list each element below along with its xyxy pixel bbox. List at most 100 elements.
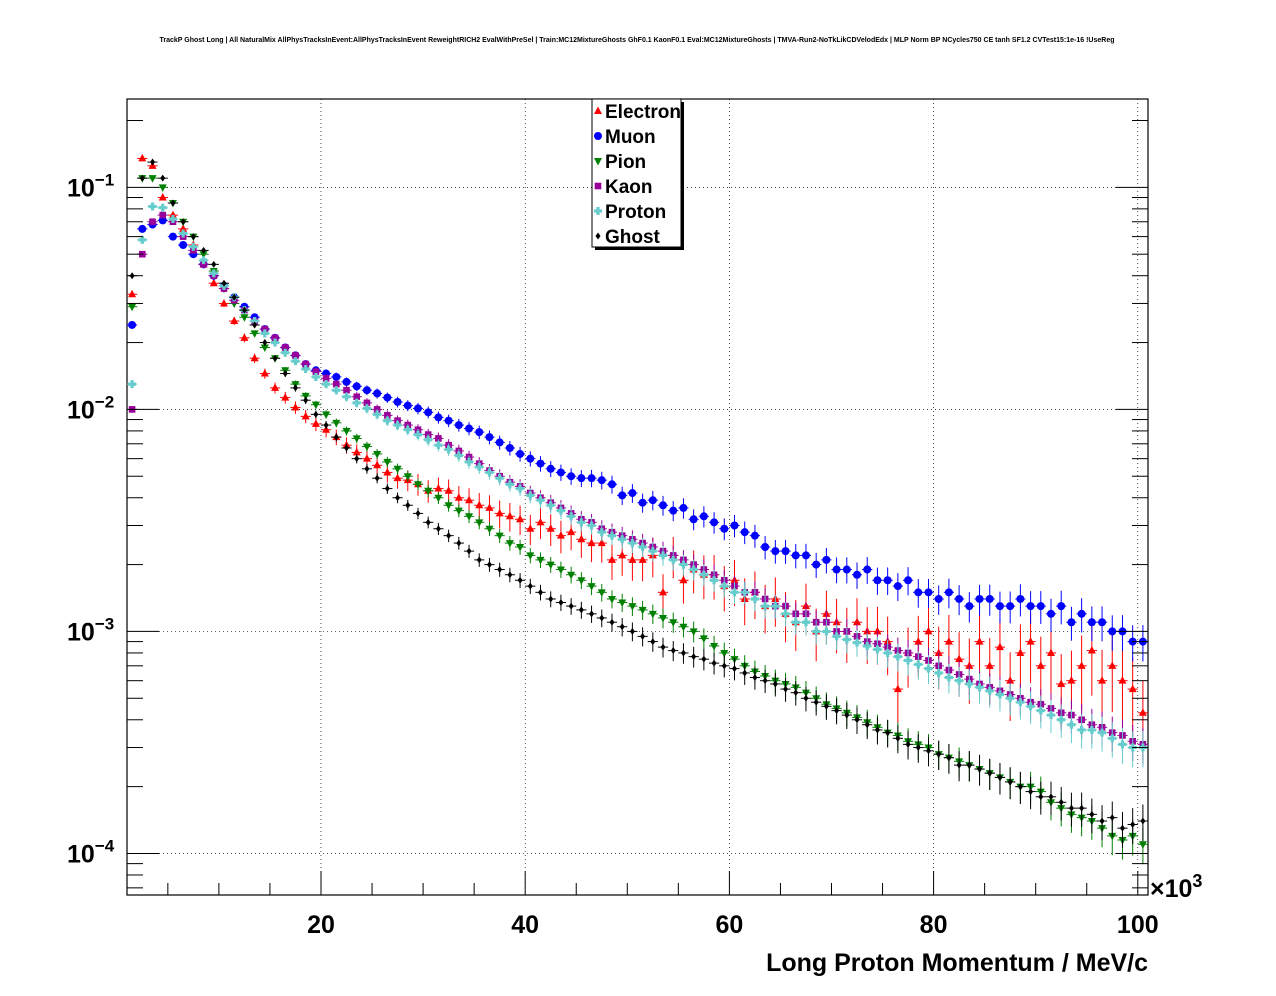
data-point-proton: [1036, 706, 1045, 715]
data-point-pion: [444, 502, 453, 510]
data-point-proton: [689, 565, 698, 574]
data-point-ghost: [783, 685, 789, 693]
data-point-muon: [516, 449, 525, 458]
data-point-kaon: [333, 380, 340, 388]
data-point-pion: [434, 494, 443, 503]
data-point-kaon: [435, 435, 442, 442]
data-point-proton: [546, 501, 555, 510]
data-point-electron: [362, 454, 371, 462]
data-point-electron: [383, 467, 392, 476]
data-point-muon: [914, 588, 923, 597]
data-point-ghost: [231, 293, 237, 301]
data-point-electron: [352, 447, 361, 456]
data-point-muon: [168, 232, 177, 241]
x-axis-title: Long Proton Momentum / MeV/c: [766, 949, 1148, 977]
data-point-ghost: [1079, 804, 1085, 812]
data-point-muon: [822, 555, 831, 564]
data-point-electron: [128, 289, 137, 298]
data-point-proton: [587, 521, 596, 530]
data-point-muon: [801, 551, 810, 560]
data-point-proton: [740, 588, 749, 597]
data-point-proton: [781, 609, 790, 618]
data-point-muon: [1087, 618, 1096, 627]
data-point-electron: [444, 486, 453, 494]
data-point-proton: [128, 380, 137, 389]
data-point-muon: [413, 404, 422, 413]
data-point-electron: [454, 493, 463, 501]
data-point-ghost: [660, 643, 666, 651]
data-point-electron: [250, 353, 259, 362]
data-point-ghost: [793, 689, 799, 697]
legend: Electron Muon Pion Kaon Proton Ghost: [591, 98, 684, 250]
data-point-proton: [526, 491, 535, 500]
data-point-ghost: [160, 174, 166, 182]
data-point-kaon: [149, 218, 156, 226]
data-point-muon: [465, 424, 474, 433]
data-point-ghost: [1109, 814, 1115, 822]
data-point-electron: [873, 626, 882, 635]
data-point-ghost: [844, 711, 850, 719]
data-point-muon: [863, 565, 872, 574]
data-point-ghost: [936, 750, 942, 758]
data-point-pion: [669, 619, 678, 627]
data-point-ghost: [272, 354, 278, 362]
data-point-ghost: [1028, 788, 1034, 796]
data-point-ghost: [1140, 817, 1146, 825]
y-tick-label-exponent: −2: [95, 392, 114, 411]
data-point-electron: [505, 511, 514, 520]
data-point-electron: [1128, 684, 1137, 693]
data-point-electron: [536, 517, 545, 526]
data-point-electron: [434, 484, 443, 492]
legend-marker-proton: [594, 207, 602, 215]
data-point-muon: [648, 496, 657, 505]
data-point-pion: [260, 344, 269, 352]
grid: [127, 99, 1148, 895]
data-point-proton: [699, 570, 708, 579]
data-point-electron: [628, 555, 637, 563]
data-point-proton: [209, 269, 218, 278]
data-point-muon: [812, 560, 821, 569]
data-point-ghost: [425, 518, 431, 526]
data-point-pion: [393, 465, 402, 474]
data-point-electron: [914, 637, 923, 645]
data-point-proton: [444, 445, 453, 454]
data-point-kaon: [200, 261, 207, 268]
data-point-muon: [485, 433, 494, 442]
data-point-kaon: [353, 393, 361, 401]
data-point-muon: [893, 582, 902, 591]
data-point-proton: [454, 451, 463, 460]
data-point-muon: [720, 524, 729, 533]
data-point-muon: [567, 472, 576, 481]
data-point-pion: [342, 427, 351, 436]
data-point-proton: [271, 338, 280, 347]
legend-label-pion: Pion: [605, 152, 646, 173]
data-point-ghost: [599, 614, 605, 622]
x-tick-label-0: 20: [307, 911, 335, 939]
data-point-pion: [128, 303, 137, 312]
data-point-ghost: [1130, 821, 1136, 829]
data-point-proton: [730, 588, 739, 597]
data-point-proton: [1057, 715, 1066, 724]
data-point-electron: [230, 316, 239, 325]
data-point-muon: [842, 565, 851, 574]
data-point-muon: [791, 551, 800, 560]
data-point-ghost: [139, 174, 145, 182]
data-point-muon: [628, 489, 637, 498]
data-point-muon: [1067, 618, 1076, 627]
y-tick-label-exponent: −3: [95, 614, 114, 633]
data-point-ghost: [680, 649, 686, 657]
data-point-proton: [393, 421, 402, 430]
data-point-pion: [526, 552, 535, 560]
data-point-pion: [659, 614, 668, 623]
data-point-electron: [1118, 676, 1127, 684]
data-point-ghost: [772, 680, 778, 688]
data-point-electron: [985, 661, 994, 669]
data-point-proton: [362, 404, 371, 413]
data-point-electron: [311, 419, 320, 427]
data-point-electron: [1067, 676, 1076, 684]
data-point-ghost: [619, 623, 625, 631]
data-point-ghost: [670, 647, 676, 655]
data-point-proton: [505, 480, 514, 489]
data-point-proton: [1118, 740, 1127, 749]
data-point-electron: [1138, 708, 1147, 716]
